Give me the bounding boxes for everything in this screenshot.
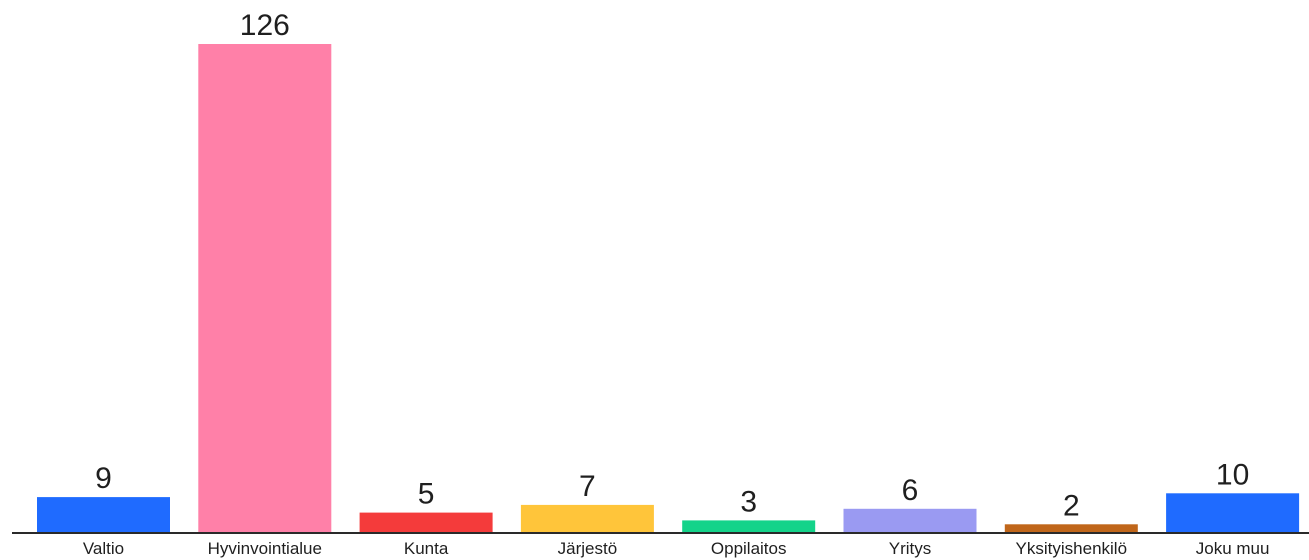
category-label-oppilaitos: Oppilaitos [711,539,787,558]
bar-yksityishenkilo [1004,524,1138,532]
bar-joku-muu [1166,493,1300,532]
category-label-yksityishenkilo: Yksityishenkilö [1016,539,1128,558]
value-label-yritys: 6 [902,474,919,507]
value-label-jarjesto: 7 [579,470,596,503]
category-label-kunta: Kunta [404,539,449,558]
bar-kunta [359,512,493,532]
bar-valtio [37,497,170,532]
category-label-hyvinvointialue: Hyvinvointialue [208,539,322,558]
bar-yritys [843,508,977,532]
value-label-hyvinvointialue: 126 [240,9,290,42]
value-label-joku-muu: 10 [1216,458,1249,491]
category-labels-group: Valtio Hyvinvointialue Kunta Järjestö Oppila… [83,539,1270,558]
category-label-yritys: Yritys [889,539,932,558]
category-label-jarjesto: Järjestö [558,539,618,558]
bars-group [37,44,1300,532]
value-label-yksityishenkilo: 2 [1063,489,1080,522]
bar-oppilaitos [682,520,816,532]
bar-jarjesto [520,504,654,532]
bar-hyvinvointialue [198,44,332,532]
value-labels-group: 9 126 5 7 3 6 2 10 [95,9,1249,522]
category-label-joku-muu: Joku muu [1196,539,1270,558]
value-label-oppilaitos: 3 [740,485,757,518]
category-label-valtio: Valtio [83,539,124,558]
value-label-valtio: 9 [95,462,112,495]
value-label-kunta: 5 [418,478,435,511]
